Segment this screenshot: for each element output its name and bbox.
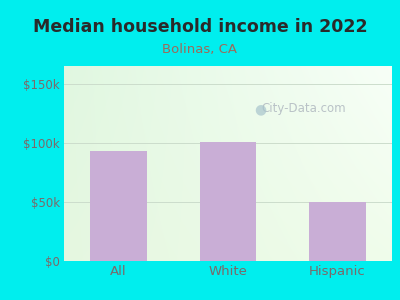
Bar xyxy=(200,142,256,261)
Text: ●: ● xyxy=(255,102,267,116)
Text: City-Data.com: City-Data.com xyxy=(261,102,346,116)
Bar xyxy=(309,202,366,261)
Text: Median household income in 2022: Median household income in 2022 xyxy=(33,18,367,36)
Text: Bolinas, CA: Bolinas, CA xyxy=(162,44,238,56)
Bar xyxy=(90,151,147,261)
